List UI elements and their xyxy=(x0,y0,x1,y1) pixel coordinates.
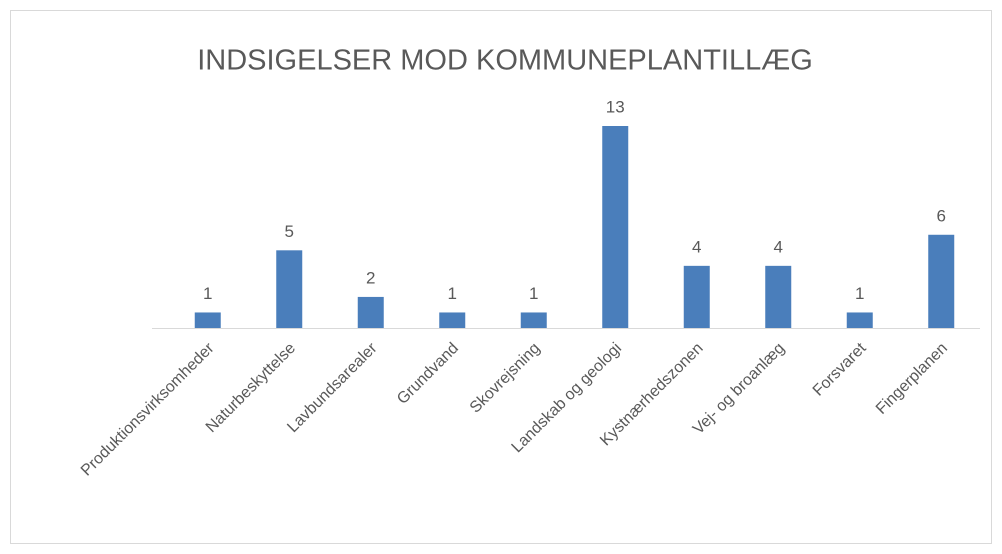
bar xyxy=(439,312,466,328)
chart-frame xyxy=(10,10,992,544)
data-label: 1 xyxy=(203,284,212,303)
data-label: 1 xyxy=(529,284,538,303)
bar xyxy=(602,126,629,328)
data-label: 2 xyxy=(366,268,375,287)
bar xyxy=(928,234,955,328)
chart-title: INDSIGELSER MOD KOMMUNEPLANTILLÆG xyxy=(197,45,813,77)
data-label: 6 xyxy=(937,206,946,225)
bar xyxy=(683,265,710,328)
data-label: 1 xyxy=(855,284,864,303)
data-label: 4 xyxy=(774,237,783,256)
data-label: 1 xyxy=(448,284,457,303)
data-label: 4 xyxy=(692,237,701,256)
data-label: 13 xyxy=(606,97,625,116)
bar xyxy=(194,312,221,328)
bar xyxy=(520,312,547,328)
bar xyxy=(276,250,303,328)
bar xyxy=(765,265,792,328)
bar xyxy=(846,312,873,328)
bar xyxy=(357,296,384,328)
data-label: 5 xyxy=(285,222,294,241)
